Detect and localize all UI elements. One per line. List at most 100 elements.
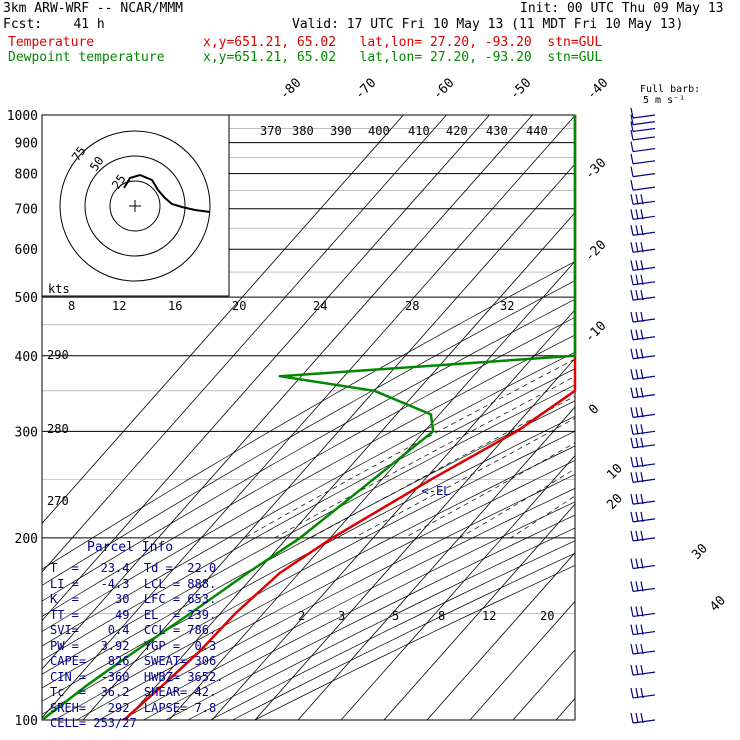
pressure-label-800: 800 (15, 168, 38, 183)
isotherm (42, 115, 447, 573)
isotherm-label: -50 (507, 76, 534, 103)
theta-label: 380 (292, 124, 314, 138)
speed-scale-label: 28 (405, 299, 419, 313)
model-title: 3km ARW-WRF -- NCAR/MMM (3, 1, 184, 16)
hodograph-trace (123, 173, 211, 213)
wind-barb (630, 121, 656, 133)
isotherm (42, 115, 404, 524)
moist-adiabat (353, 417, 575, 539)
parcel-info-row: SREH= 292 LAPSE= 7.8 (50, 700, 217, 715)
wind-barb (630, 687, 656, 699)
isotherm (42, 115, 490, 622)
wind-barb-unit: 5 m s⁻¹ (643, 95, 685, 106)
isotherm (426, 552, 575, 720)
parcel-info-row: CAPE= 826 SWEAT= 306 (50, 654, 217, 668)
wind-barb (630, 166, 656, 178)
wind-barb (630, 530, 656, 542)
isotherm (168, 260, 575, 720)
wind-barb (630, 494, 656, 505)
pressure-label-1000: 1000 (7, 109, 38, 124)
moist-adiabat (274, 376, 575, 539)
wind-barb (630, 624, 656, 636)
parcel-info-row: TT = 49 EL = 239. (50, 607, 217, 622)
dry-adiabat (42, 261, 575, 570)
wind-barb (630, 387, 656, 399)
isotherm-label: 20 (604, 491, 626, 513)
dry-adiabat (42, 351, 575, 647)
mixing-ratio-label: 2 (298, 609, 305, 623)
mixing-ratio-label: 3 (338, 609, 345, 623)
isotherm (42, 115, 533, 670)
isotherm (254, 357, 575, 720)
speed-scale-label: 32 (500, 299, 514, 313)
mixing-ratio-label: 12 (482, 609, 496, 623)
wind-barb (630, 225, 656, 236)
wind-barb-legend: Full barb: (640, 84, 700, 95)
theta-label: 420 (446, 124, 468, 138)
parcel-info-row: CELL= 253/27 (50, 716, 137, 730)
dewpoint-location: x,y=651.21, 65.02 lat,lon= 27.20, -93.20… (203, 50, 603, 65)
hodograph-ring (59, 130, 211, 282)
wind-barb (630, 141, 656, 153)
dry-adiabat (76, 460, 575, 720)
wind-barb (630, 348, 656, 360)
mixing-ratio-label: 8 (438, 609, 445, 623)
dry-adiabat (143, 501, 575, 720)
moist-adiabat (244, 358, 575, 539)
wind-barbs (630, 107, 656, 724)
pressure-label-200: 200 (15, 532, 38, 547)
isotherm (82, 163, 575, 720)
wind-barb (630, 329, 656, 341)
wind-barb (630, 153, 656, 165)
wind-barb (630, 437, 656, 449)
isotherm-label: -30 (582, 156, 609, 183)
dry-adiabat (42, 430, 575, 715)
isotherm (469, 600, 575, 720)
parcel-info-row: SVI= 0.4 CCL = 786. (50, 623, 217, 637)
init-time: Init: 00 UTC Thu 09 May 13 (520, 1, 724, 16)
isotherm-label: 40 (707, 593, 729, 615)
wind-barb (630, 472, 656, 483)
isotherm (512, 649, 575, 720)
isotherm-label: -40 (584, 76, 611, 103)
dry-adiabat (42, 368, 575, 661)
wind-barb (630, 407, 656, 418)
speed-scale-label: 20 (232, 299, 246, 313)
wind-barb (630, 581, 656, 593)
dewpoint-line (41, 115, 577, 721)
parcel-info-row: K = 30 LFC = 653. (50, 592, 217, 606)
grid-lines (42, 115, 740, 720)
isotherm-label: -80 (277, 76, 304, 103)
wind-barb (630, 242, 656, 253)
pressure-label-500: 500 (15, 291, 38, 306)
isotherm (42, 115, 575, 719)
dry-adiabat (165, 514, 575, 720)
wind-barb (630, 369, 656, 380)
isotherm (599, 115, 740, 720)
wind-barb (630, 424, 656, 435)
parcel-info-row: LI = -4.3 LCL = 888. (50, 576, 217, 591)
temperature-legend-label: Temperature (8, 35, 95, 50)
parcel-info-row: PW = 3.92 YGP = 0.3 (50, 638, 217, 653)
wind-barb (630, 260, 656, 271)
isotherm (383, 503, 575, 720)
dry-adiabat (42, 298, 575, 602)
speed-scale-label: 12 (112, 299, 126, 313)
pressure-label-300: 300 (15, 425, 38, 440)
left-adiabat-label: 270 (47, 494, 69, 508)
parcel-info-row: CIN = -360 HWBZ= 3652. (50, 669, 224, 684)
theta-label: 440 (526, 124, 548, 138)
dewpoint-legend-label: Dewpoint temperature (8, 50, 165, 65)
level-label: <-EL (422, 484, 451, 498)
sounding-series (41, 115, 577, 721)
theta-label: 390 (330, 124, 352, 138)
wind-barb (630, 456, 656, 468)
dry-adiabat (210, 540, 575, 720)
wind-barb (630, 558, 656, 570)
theta-label: 400 (368, 124, 390, 138)
dry-adiabat (54, 445, 575, 720)
dry-adiabat (42, 334, 575, 632)
wind-barb (630, 606, 656, 618)
